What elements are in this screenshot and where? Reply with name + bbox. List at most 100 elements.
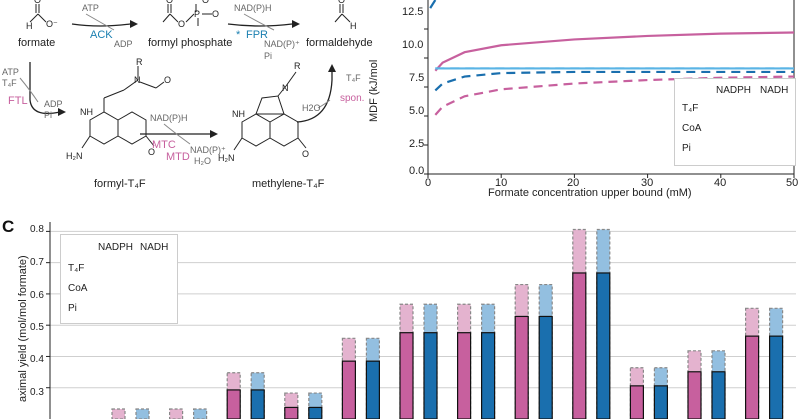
atom-o-4: O — [212, 9, 220, 19]
adp-left: ADP — [44, 99, 63, 109]
yield-legend — [60, 234, 178, 324]
mdf-legend-header: NADPH — [716, 85, 752, 96]
yield-bar-blue-nadph — [308, 406, 323, 419]
yield-bar-pink-nadph — [514, 315, 529, 419]
atom-o: O — [34, 0, 42, 5]
atom-o-5: O — [338, 0, 346, 5]
mdf-legend-row: CoA — [682, 123, 702, 134]
yield-ytick: 0.7 — [30, 257, 44, 268]
mdf-legend-header: NADH — [760, 85, 789, 96]
formyl-t4f-label: formyl-T₄F — [94, 178, 146, 190]
yield-bar-pink-nadph — [457, 332, 472, 419]
yield-bar-blue-nadph — [653, 385, 669, 419]
h2o-spon: H2O — [302, 103, 321, 113]
yield-bar-pink-nadph — [629, 385, 645, 419]
mdf-xtick: 20 — [567, 177, 580, 189]
atom-n-2: N — [282, 83, 289, 93]
nadph-top: NAD(P)H — [234, 3, 272, 13]
enzyme-mtd: MTD — [166, 151, 190, 163]
mdf-series-line — [434, 31, 795, 72]
atom-h2n-2: H₂N — [218, 153, 235, 163]
mdf-xtick: 50 — [786, 177, 799, 189]
yield-legend-header: NADH — [140, 242, 169, 253]
yield-bar-pink-nadph — [744, 335, 760, 419]
atom-ominus: O⁻ — [46, 19, 58, 29]
atom-r-2: R — [294, 61, 301, 71]
mdf-xlabel: Formate concentration upper bound (mM) — [488, 187, 692, 199]
yield-bar-pink-nadph — [399, 332, 414, 419]
yield-bar-blue-nadph — [711, 371, 726, 419]
mdf-legend — [674, 78, 796, 166]
adp-top: ADP — [114, 39, 133, 49]
atom-o-3: O — [178, 19, 186, 29]
atom-h2n: H₂N — [66, 151, 83, 161]
yield-legend-row: CoA — [68, 283, 88, 294]
yield-bar-blue-nadh — [135, 408, 150, 419]
formate-label: formate — [18, 37, 56, 49]
atp-top: ATP — [82, 3, 99, 13]
mdf-legend-row: T₄F — [682, 103, 699, 114]
yield-bar-pink-nadph — [572, 272, 587, 419]
yield-bar-pink-nadh — [111, 408, 126, 419]
enzyme-fpr: FPR — [246, 29, 268, 41]
yield-bar-blue-nadph — [538, 315, 553, 419]
yield-bar-blue-nadph — [250, 389, 265, 419]
panel-c-letter: C — [2, 217, 15, 236]
yield-ylabel: aximal yield (mol/mol formate) — [17, 255, 29, 402]
mdf-xtick: 0 — [425, 177, 432, 189]
enzyme-ack: ACK — [90, 29, 113, 41]
yield-bar-pink-nadph — [341, 360, 356, 419]
mdf-ytick: 12.5 — [402, 6, 424, 18]
enzyme-mtc: MTC — [152, 139, 176, 151]
yield-bar-blue-nadph — [365, 360, 380, 419]
atom-o-8: O — [302, 149, 310, 159]
yield-bar-blue-nadh — [193, 408, 208, 419]
yield-ytick: 0.5 — [30, 322, 44, 333]
atom-h-2: H — [350, 21, 357, 31]
atp-left: ATP — [2, 67, 19, 77]
yield-ytick: 0.6 — [30, 290, 44, 301]
spon-label: spon. — [340, 93, 365, 104]
yield-ytick: 0.3 — [30, 387, 44, 398]
mdf-series-line — [429, 0, 437, 9]
atom-r: R — [136, 57, 143, 67]
formyl-phosphate-label: formyl phosphate — [148, 37, 233, 49]
nadph-mid: NAD(P)H — [150, 113, 188, 123]
yield-bar-blue-nadph — [423, 332, 438, 419]
t4f-out: T₄F — [346, 73, 361, 83]
yield-legend-row: T₄F — [68, 263, 85, 274]
atom-ominus-2: O⁻ — [202, 0, 214, 5]
yield-ytick: 0.8 — [30, 224, 44, 235]
yield-bar-blue-nadph — [768, 335, 784, 419]
yield-ytick: 0.4 — [30, 354, 44, 365]
yield-legend-row: Pi — [68, 303, 77, 314]
nadp-top: NAD(P)⁺ — [264, 39, 300, 49]
atom-p: P — [194, 9, 201, 19]
mdf-series-line — [434, 70, 794, 92]
pi-left: Pi — [44, 110, 53, 120]
atom-nh-2: NH — [232, 109, 245, 119]
atom-o-2: O — [166, 0, 174, 5]
yield-legend-header: NADPH — [98, 242, 134, 253]
atom-nh: NH — [80, 107, 93, 117]
mdf-series-line — [434, 75, 795, 116]
formaldehyde-label: formaldehyde — [306, 37, 373, 49]
yield-bar-blue-nadph — [481, 332, 496, 419]
h2o-mid: H₂O — [194, 156, 211, 166]
atom-o-7: O — [148, 147, 156, 157]
mdf-ytick: 0.0 — [409, 165, 425, 177]
yield-bar-pink-nadph — [687, 371, 702, 419]
yield-bar-pink-nadph — [226, 389, 241, 419]
atom-n: N — [134, 75, 141, 85]
mdf-xtick: 30 — [641, 177, 654, 189]
mdf-xtick: 10 — [495, 177, 508, 189]
mdf-ytick: 10.0 — [402, 39, 424, 51]
mdf-xtick: 40 — [714, 177, 727, 189]
pi-top: Pi — [264, 51, 273, 61]
mdf-ytick: 7.5 — [409, 72, 425, 84]
enzyme-ftl: FTL — [8, 95, 28, 107]
mdf-ytick: 5.0 — [409, 105, 425, 117]
fpr-star: * — [236, 29, 241, 41]
yield-bar-blue-nadph — [596, 272, 611, 419]
